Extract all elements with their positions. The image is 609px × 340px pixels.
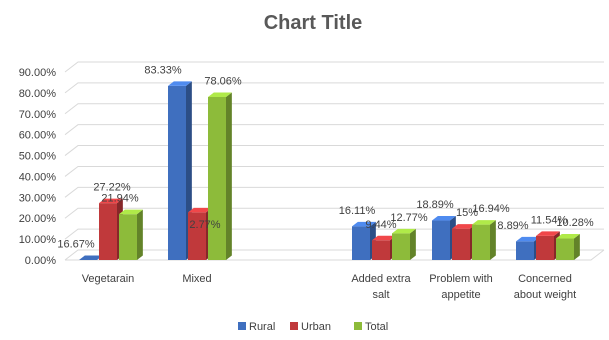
data-label: 21.94% [101,193,139,205]
bar-total [208,92,232,260]
bar-rural [79,255,103,260]
y-tick-label: 20.00% [19,213,57,225]
bar-total [392,228,416,260]
data-label: 12.77% [390,212,428,224]
x-tick-label: Mixed [182,273,211,285]
svg-text:Urban: Urban [301,321,331,333]
data-label: 9.44% [365,219,396,231]
data-label: 11.54% [531,214,568,226]
data-labels: 16.67% 27.22%21.94% 83.33% 2.77% 78.06% 16.11… [57,64,594,250]
legend-item-rural: Rural [238,321,275,333]
y-axis-tick-labels: 0.00% 10.00% 20.00% 30.00% 40.00% 50.00% 60.00… [19,67,57,267]
gridline [64,103,604,115]
gridline [64,165,604,177]
data-label: 16.67% [57,239,95,251]
x-tick-label: Problem with appetite [429,273,493,301]
bar-rural [168,81,192,260]
data-label: 78.06% [204,75,242,87]
y-tick-label: 90.00% [19,67,57,79]
svg-text:Rural: Rural [249,321,275,333]
data-label: 8.89% [497,220,528,232]
y-tick-label: 50.00% [19,151,57,163]
gridline [64,82,604,94]
gridline [64,186,604,198]
data-label: 16.94% [472,203,510,215]
x-tick-label: Vegetarain [82,273,135,285]
data-label: 10.28% [556,217,594,229]
legend-item-total: Total [354,321,388,333]
y-tick-label: 10.00% [19,234,57,246]
legend: Rural Urban Total [238,321,388,333]
data-label: 15% [456,207,478,219]
bar-total [119,209,143,260]
data-label: 27.22% [93,182,131,194]
x-axis-tick-labels: Vegetarain Mixed Added extra salt Problem wi… [82,273,577,301]
svg-text:Total: Total [365,321,388,333]
gridline [64,145,604,156]
y-tick-label: 60.00% [19,130,57,142]
data-label: 16.11% [339,205,376,217]
y-tick-label: 30.00% [19,192,57,204]
gridline [64,249,604,261]
data-label: 83.33% [144,64,182,76]
y-tick-label: 80.00% [19,88,57,100]
data-label: 2.77% [189,219,220,231]
data-label: 18.89% [416,199,454,211]
legend-item-urban: Urban [290,321,331,333]
gridline [64,207,604,219]
bars [79,81,580,260]
bar-total [556,234,580,260]
gridline [64,228,604,240]
y-tick-label: 0.00% [25,255,56,267]
x-tick-label: Added extra salt [351,273,411,301]
bar-urban [99,198,123,260]
x-tick-label: Concerned about weight [514,273,576,301]
bar-total [472,220,496,260]
gridline [64,61,604,73]
floor-line [65,249,605,261]
gridline [64,124,604,136]
gridlines [64,61,605,261]
chart-title: Chart Title [264,12,363,34]
y-tick-label: 70.00% [19,109,57,121]
y-tick-label: 40.00% [19,171,57,183]
